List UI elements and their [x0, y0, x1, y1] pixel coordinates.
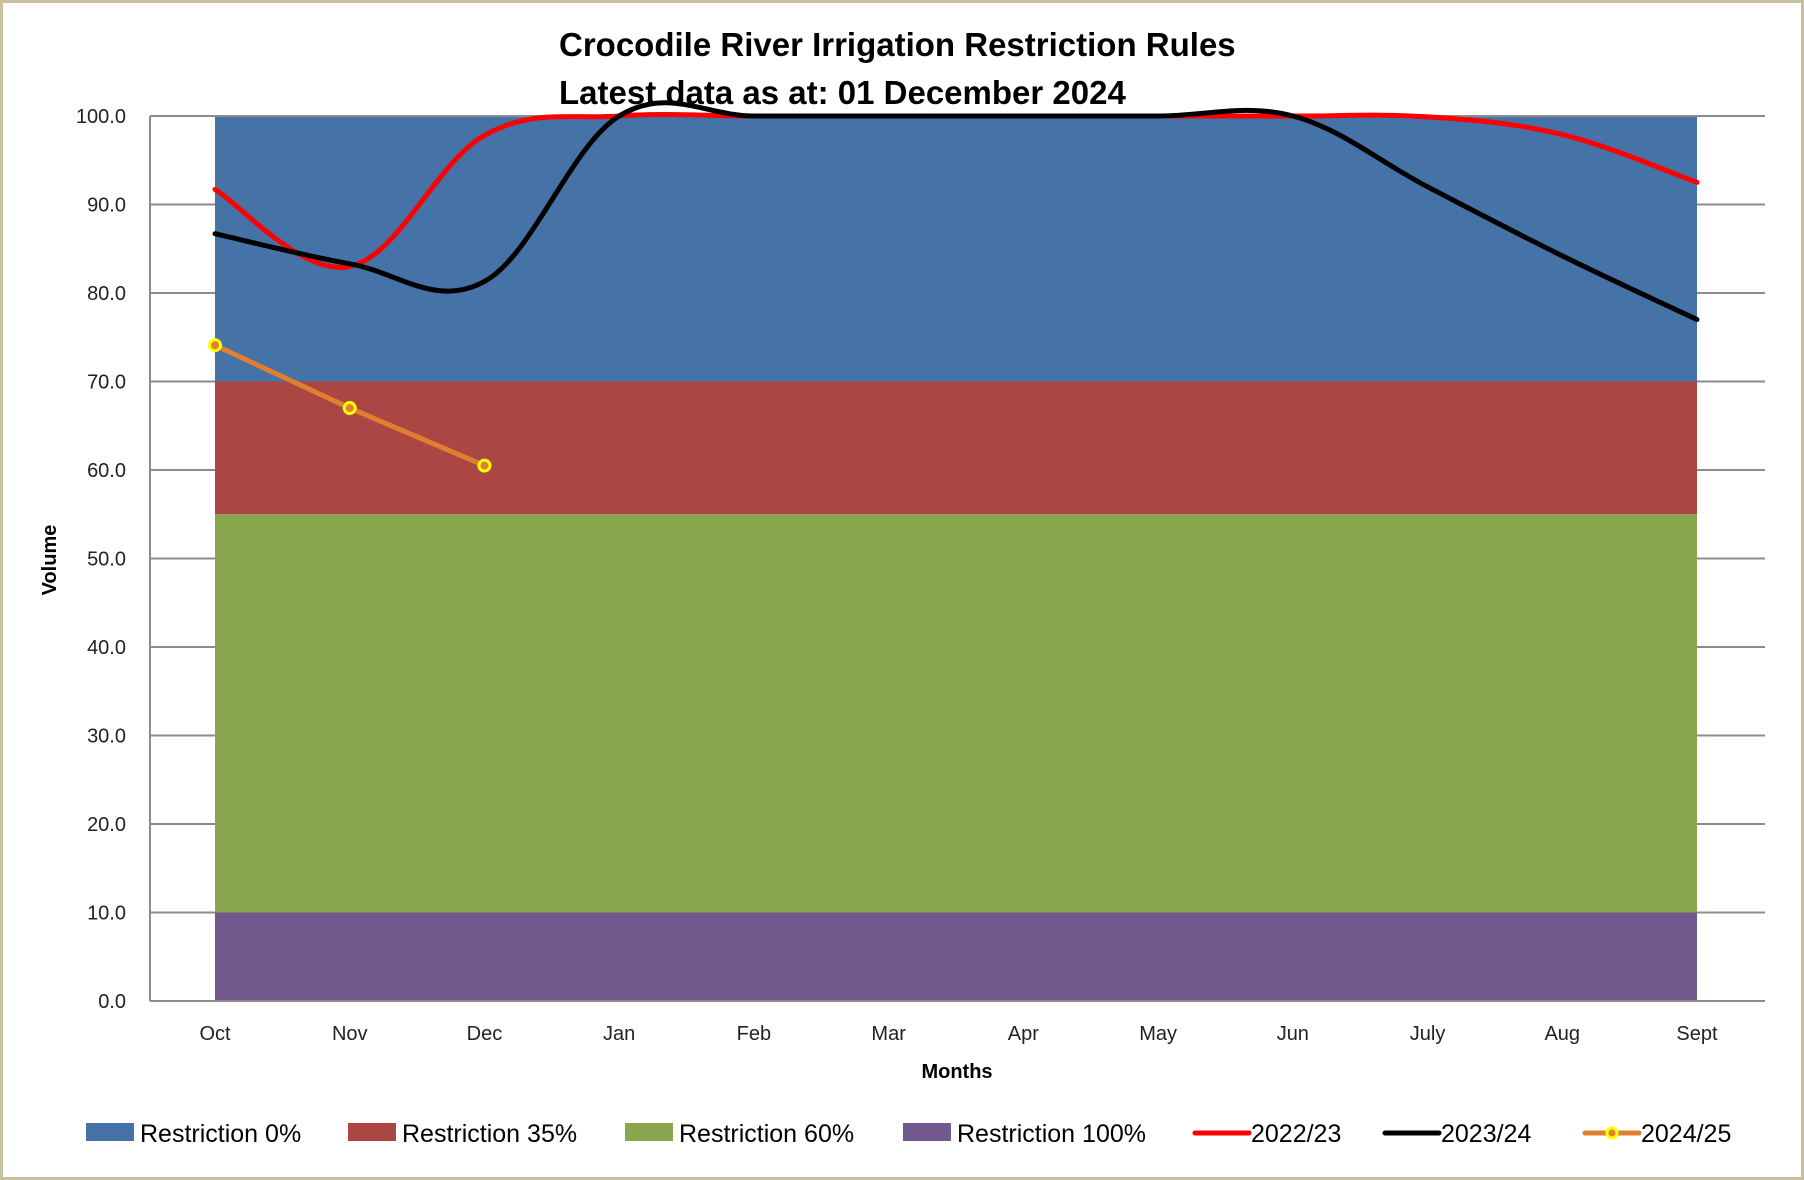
y-tick-label: 50.0: [87, 549, 126, 571]
legend-label: Restriction 60%: [679, 1120, 854, 1148]
band-restriction-60-: [215, 514, 1697, 913]
legend-label: Restriction 0%: [140, 1120, 301, 1148]
legend-swatch: [348, 1123, 396, 1141]
chart-title: Crocodile River Irrigation Restriction R…: [559, 26, 1236, 63]
x-axis-label: Months: [921, 1061, 992, 1083]
series-2024-25-marker: [477, 458, 492, 473]
x-axis-ticks: Oct Nov Dec Jan Feb Mar Apr May Jun July Aug Sept: [199, 1023, 1718, 1045]
series-lines: [208, 100, 1700, 473]
series-2024-25-marker: [208, 338, 222, 353]
x-tick-label: Jun: [1277, 1023, 1309, 1045]
y-tick-label: 40.0: [87, 637, 126, 659]
x-tick-label: Dec: [467, 1023, 503, 1045]
x-tick-label: May: [1139, 1023, 1177, 1045]
legend-item-restriction-60-: Restriction 60%: [625, 1120, 854, 1148]
x-tick-label: Feb: [737, 1023, 771, 1045]
legend-label: 2024/25: [1641, 1120, 1731, 1148]
band-restriction-35-: [215, 381, 1697, 515]
legend-label: 2022/23: [1251, 1120, 1341, 1148]
x-tick-label: Oct: [199, 1023, 231, 1045]
x-tick-label: Jan: [603, 1023, 635, 1045]
series-2024-25-marker: [342, 401, 357, 416]
y-tick-label: 20.0: [87, 814, 126, 836]
legend-swatch: [625, 1123, 673, 1141]
y-tick-label: 100.0: [76, 106, 126, 128]
restriction-bands: [215, 116, 1697, 1001]
legend-label: 2023/24: [1441, 1120, 1531, 1148]
legend-swatch: [903, 1123, 951, 1141]
x-tick-label: Apr: [1008, 1023, 1039, 1045]
legend-item-restriction-100-: Restriction 100%: [903, 1120, 1146, 1148]
legend-item-restriction-35-: Restriction 35%: [348, 1120, 577, 1148]
y-tick-label: 0.0: [98, 991, 126, 1013]
legend-label: Restriction 35%: [402, 1120, 577, 1148]
legend-item-restriction-0-: Restriction 0%: [86, 1120, 301, 1148]
x-tick-label: July: [1410, 1023, 1446, 1045]
y-axis-label: Volume: [39, 525, 61, 596]
y-tick-label: 90.0: [87, 195, 126, 217]
y-tick-label: 10.0: [87, 903, 126, 925]
legend-swatch: [86, 1123, 134, 1141]
legend-item-2022-23: 2022/23: [1192, 1120, 1341, 1148]
y-tick-label: 60.0: [87, 460, 126, 482]
legend-label: Restriction 100%: [957, 1120, 1146, 1148]
y-tick-label: 70.0: [87, 372, 126, 394]
x-tick-label: Nov: [332, 1023, 368, 1045]
legend-item-2024-25: 2024/25: [1582, 1120, 1731, 1148]
band-restriction-0-: [215, 116, 1697, 382]
gridlines: [149, 115, 1765, 1002]
x-tick-label: Aug: [1544, 1023, 1580, 1045]
y-axis-ticks: 0.0 10.0 20.0 30.0 40.0 50.0 60.0 70.0 80.0 90.0 1…: [76, 106, 126, 1013]
series-2023-24-line: [212, 100, 1700, 323]
legend: Restriction 0% Restriction 35% Restriction…: [86, 1120, 1731, 1148]
y-tick-label: 80.0: [87, 283, 126, 305]
legend-item-2023-24: 2023/24: [1382, 1120, 1531, 1148]
x-tick-label: Sept: [1676, 1023, 1718, 1045]
y-tick-label: 30.0: [87, 726, 126, 748]
legend-marker: [1605, 1126, 1619, 1140]
x-tick-label: Mar: [871, 1023, 906, 1045]
band-restriction-100-: [215, 912, 1697, 1001]
